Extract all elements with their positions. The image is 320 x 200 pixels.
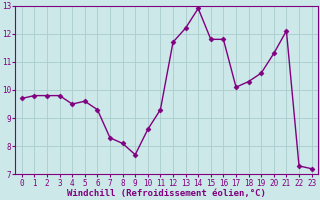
X-axis label: Windchill (Refroidissement éolien,°C): Windchill (Refroidissement éolien,°C): [67, 189, 266, 198]
